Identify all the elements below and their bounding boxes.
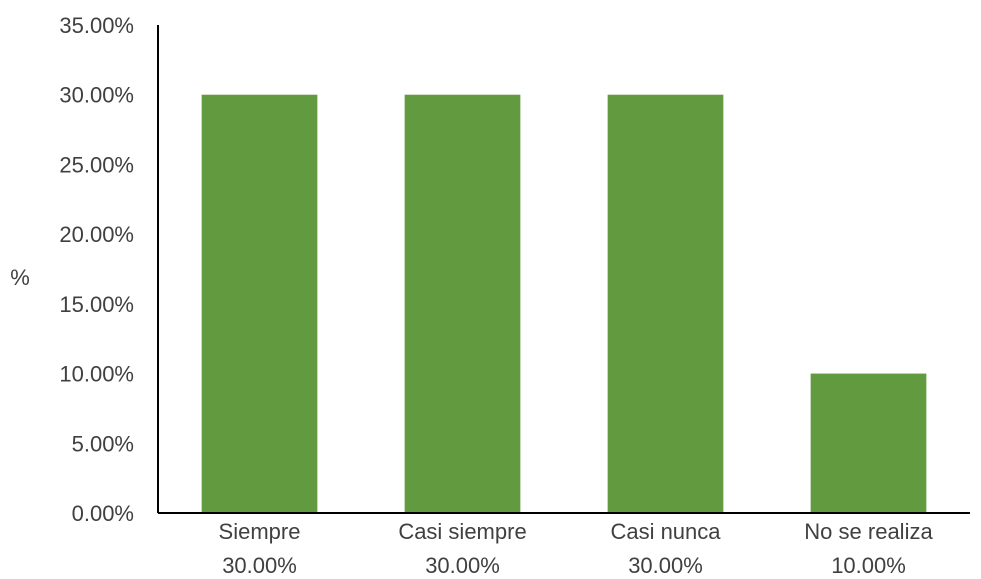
bar-value-label: 10.00% bbox=[831, 553, 906, 578]
y-axis-ticks: 0.00% 5.00% 10.00% 15.00% 20.00% 25.00% 30.00%… bbox=[59, 13, 134, 526]
y-tick-label: 0.00% bbox=[72, 501, 134, 526]
y-tick-label: 5.00% bbox=[72, 431, 134, 456]
y-tick-label: 30.00% bbox=[59, 83, 134, 108]
bar bbox=[404, 94, 521, 513]
y-axis-label: % bbox=[10, 265, 30, 290]
x-axis-category-labels: Siempre 30.00% Casi siempre 30.00% Casi nunc… bbox=[219, 519, 934, 578]
y-tick-label: 15.00% bbox=[59, 292, 134, 317]
x-tick-label: No se realiza bbox=[804, 519, 933, 544]
y-tick-label: 20.00% bbox=[59, 222, 134, 247]
bar bbox=[607, 94, 724, 513]
bar bbox=[201, 94, 318, 513]
y-tick-label: 10.00% bbox=[59, 362, 134, 387]
x-tick-label: Casi siempre bbox=[398, 519, 526, 544]
bar-value-label: 30.00% bbox=[222, 553, 297, 578]
x-tick-label: Casi nunca bbox=[610, 519, 721, 544]
bars bbox=[201, 94, 927, 513]
y-tick-label: 35.00% bbox=[59, 13, 134, 38]
bar-value-label: 30.00% bbox=[628, 553, 703, 578]
bar bbox=[810, 373, 927, 513]
bar-value-label: 30.00% bbox=[425, 553, 500, 578]
x-tick-label: Siempre bbox=[219, 519, 301, 544]
y-tick-label: 25.00% bbox=[59, 152, 134, 177]
